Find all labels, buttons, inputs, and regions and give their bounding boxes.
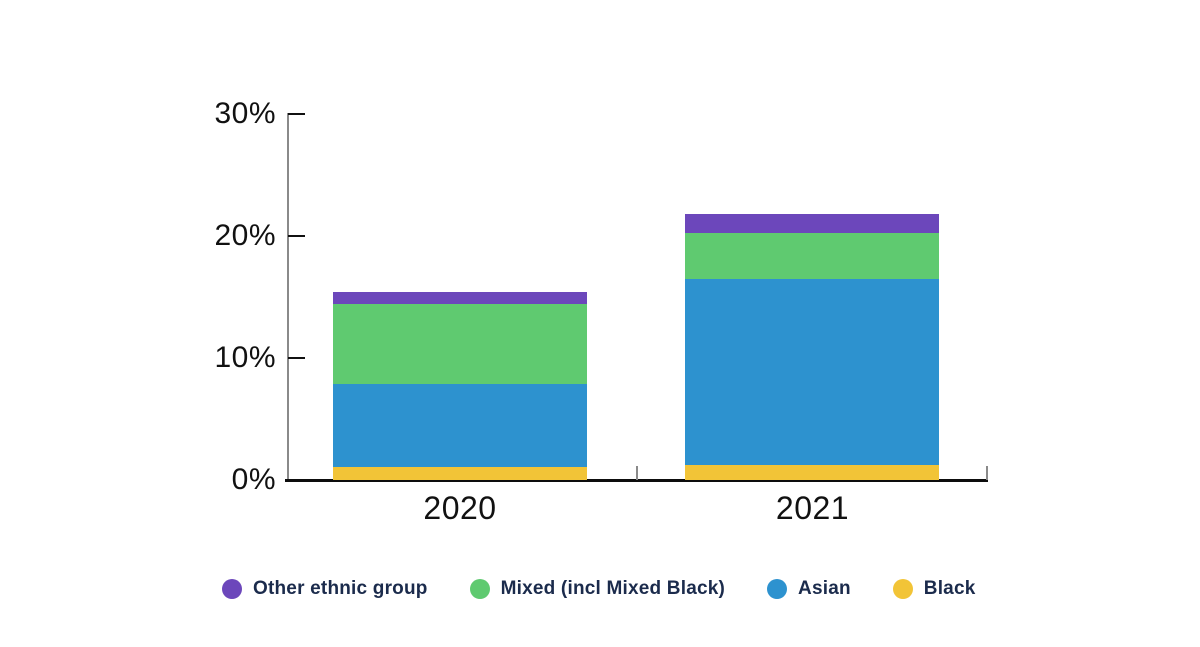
segment-2020-black (333, 467, 587, 480)
x-category-label-2020: 2020 (423, 489, 497, 526)
y-tick-label-20: 20% (214, 218, 276, 252)
legend-item-black: Black (892, 578, 976, 600)
segment-2020-asian (333, 384, 587, 468)
legend: Other ethnic group Mixed (incl Mixed Blac… (222, 578, 975, 600)
y-tick-30 (288, 113, 305, 115)
legend-label: Other ethnic group (253, 578, 428, 599)
legend-item-other-ethnic-group: Other ethnic group (222, 578, 428, 600)
bar-2021 (685, 114, 939, 480)
y-tick-label-30: 30% (214, 97, 276, 130)
y-tick-label-0: 0% (231, 462, 276, 496)
legend-item-asian: Asian (767, 578, 851, 600)
legend-dot-icon (767, 579, 788, 599)
y-tick-20 (288, 234, 305, 237)
segment-2021-other-ethnic-group (685, 213, 939, 234)
segment-2021-black (685, 464, 939, 480)
legend-dot-icon (222, 579, 242, 599)
segment-2020-other-ethnic-group (333, 291, 587, 305)
segment-2020-mixed-incl-mixed-black- (333, 304, 587, 385)
y-tick-label-10: 10% (214, 340, 276, 374)
legend-label: Black (923, 578, 976, 599)
legend-dot-icon (469, 579, 490, 599)
segment-2021-asian (685, 278, 939, 465)
legend-label: Mixed (incl Mixed Black) (500, 578, 726, 599)
y-axis-line (287, 113, 289, 481)
x-tick-1 (635, 465, 638, 480)
segment-2021-mixed-incl-mixed-black- (685, 233, 939, 279)
legend-item-mixed-incl-mixed-black-: Mixed (incl Mixed Black) (469, 578, 726, 600)
x-axis-line (285, 479, 988, 482)
x-tick-2 (985, 465, 988, 480)
y-tick-10 (288, 356, 305, 359)
bar-2020 (333, 114, 587, 480)
x-category-label-2021: 2021 (775, 489, 850, 526)
legend-dot-icon (892, 579, 913, 599)
legend-label: Asian (798, 578, 851, 599)
